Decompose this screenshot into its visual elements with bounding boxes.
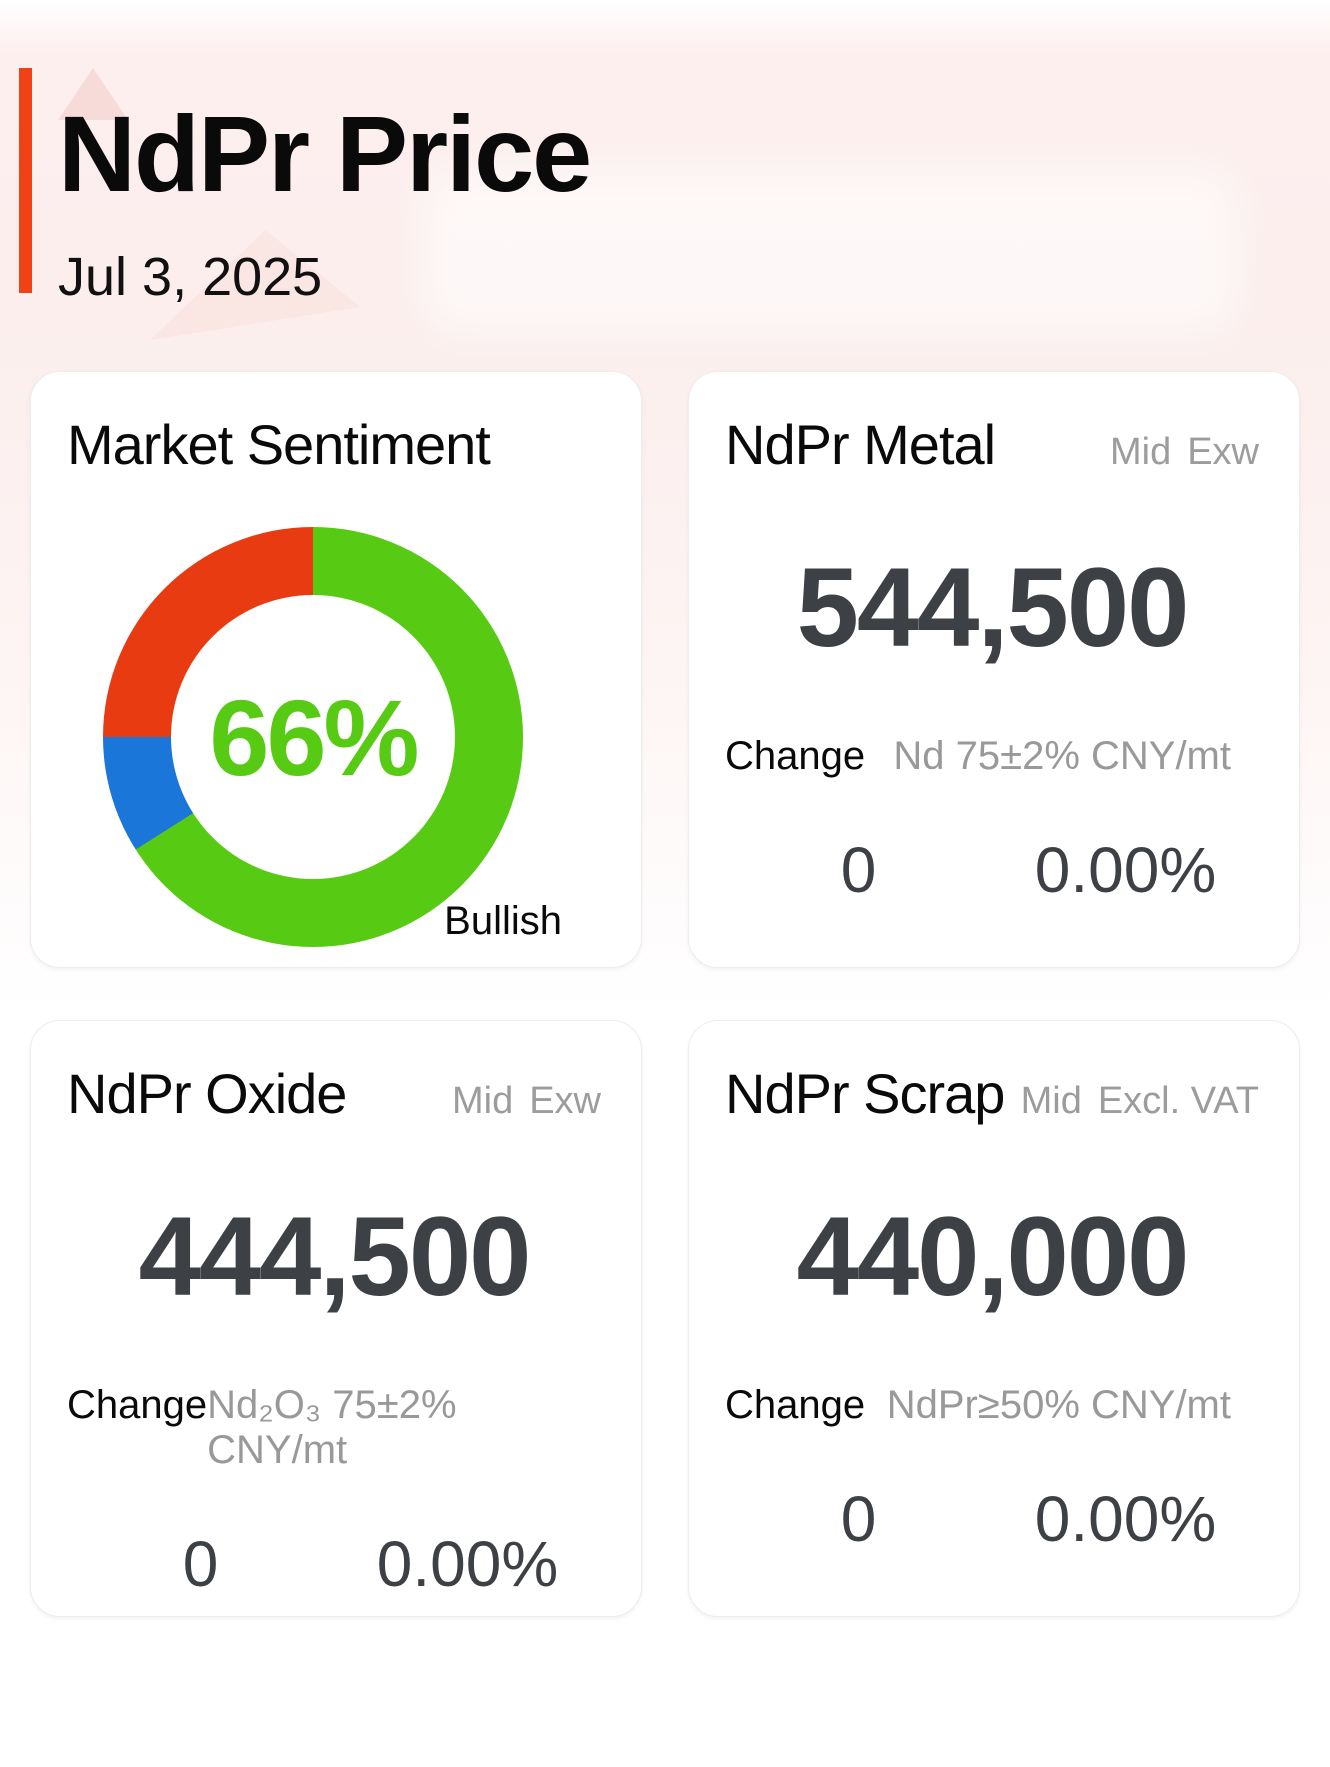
sentiment-annotation: Bullish [444, 899, 562, 944]
terms-label: Exw [1187, 431, 1259, 474]
change-percent: 0.00% [1034, 834, 1217, 907]
change-label: Change [725, 1383, 866, 1428]
page-title: NdPr Price [58, 93, 592, 214]
ndpr-scrap-card: NdPr Scrap Mid Excl. VAT 440,000 Change N… [688, 1020, 1300, 1618]
page-header: NdPr Price Jul 3, 2025 [0, 0, 1330, 307]
change-label: Change [67, 1383, 208, 1428]
terms-label: Excl. VAT [1097, 1080, 1259, 1123]
sentiment-donut-hole: 66% [171, 595, 455, 880]
page-date: Jul 3, 2025 [58, 247, 323, 307]
market-sentiment-card: Market Sentiment 66% Bullish [30, 371, 642, 969]
spec-label: NdPr≥50% CNY/mt [886, 1383, 1231, 1428]
sentiment-donut: 66% [103, 527, 523, 948]
spec-label: Nd₂O₃ 75±2% CNY/mt [207, 1383, 457, 1473]
sentiment-card-title: Market Sentiment [67, 413, 491, 477]
ndpr-oxide-card: NdPr Oxide Mid Exw 444,500 Change Nd₂O₃ 7… [30, 1020, 642, 1618]
cards-grid: Market Sentiment 66% Bullish NdPr Metal … [30, 371, 1300, 1618]
accent-bar [19, 68, 32, 293]
change-absolute: 0 [182, 1528, 219, 1601]
price-type-label: Mid [1020, 1080, 1082, 1123]
change-percent: 0.00% [376, 1528, 559, 1601]
price-type-label: Mid [1109, 431, 1172, 474]
card-title: NdPr Scrap [725, 1062, 1005, 1126]
price-value: 544,500 [796, 545, 1190, 671]
price-type-label: Mid [451, 1080, 514, 1123]
card-title: NdPr Metal [725, 413, 996, 477]
change-percent: 0.00% [1034, 1483, 1217, 1556]
spec-label: Nd 75±2% CNY/mt [893, 734, 1231, 779]
ndpr-metal-card: NdPr Metal Mid Exw 544,500 Change Nd 75±2… [688, 371, 1300, 969]
terms-label: Exw [529, 1080, 601, 1123]
change-absolute: 0 [840, 1483, 877, 1556]
price-value: 444,500 [138, 1194, 532, 1320]
card-title: NdPr Oxide [67, 1062, 347, 1126]
change-absolute: 0 [840, 834, 877, 907]
change-label: Change [725, 734, 866, 779]
price-value: 440,000 [796, 1194, 1190, 1320]
donut-center-label: 66% [209, 676, 419, 798]
